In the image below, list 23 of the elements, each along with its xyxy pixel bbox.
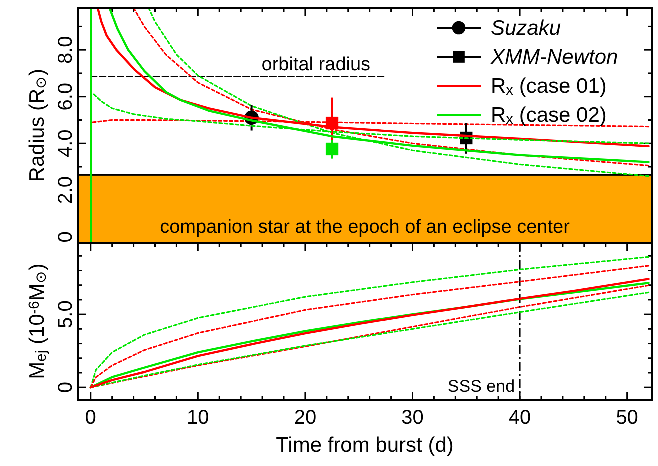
point [326,142,339,156]
x-tick-label: 0 [85,407,96,429]
y-tick-label: 5.0 [55,300,77,328]
legend-label: R$_{x}$ (case 02) [491,104,607,128]
x-tick-label: 40 [508,407,532,429]
annotation: orbital radius [262,54,371,76]
x-tick-label: 30 [402,407,424,429]
line-series [90,8,650,243]
y-tick-label: 2.0 [55,176,77,204]
x-tick-label: 20 [294,407,317,429]
x-tick-label: 10 [187,407,210,429]
y-tick-label: 8.0 [55,36,77,64]
ref-line-label: SSS end [448,377,516,396]
y-tick-label: 6.0 [55,82,77,111]
y-tick-label: 4.0 [55,130,77,158]
y-tick-label: 0 [55,232,77,243]
legend-label: Suzaku [491,17,562,40]
band-label: companion star at the epoch of an eclipse center [160,217,571,238]
legend-label: R$_{x}$ (case 01) [491,75,607,100]
y-tick-label: 0 [55,382,77,394]
x-axis-title: Time from burst (d) [276,434,454,457]
x-tick-label: 50 [616,407,638,429]
legend-label: XMM-Newton [490,46,618,69]
